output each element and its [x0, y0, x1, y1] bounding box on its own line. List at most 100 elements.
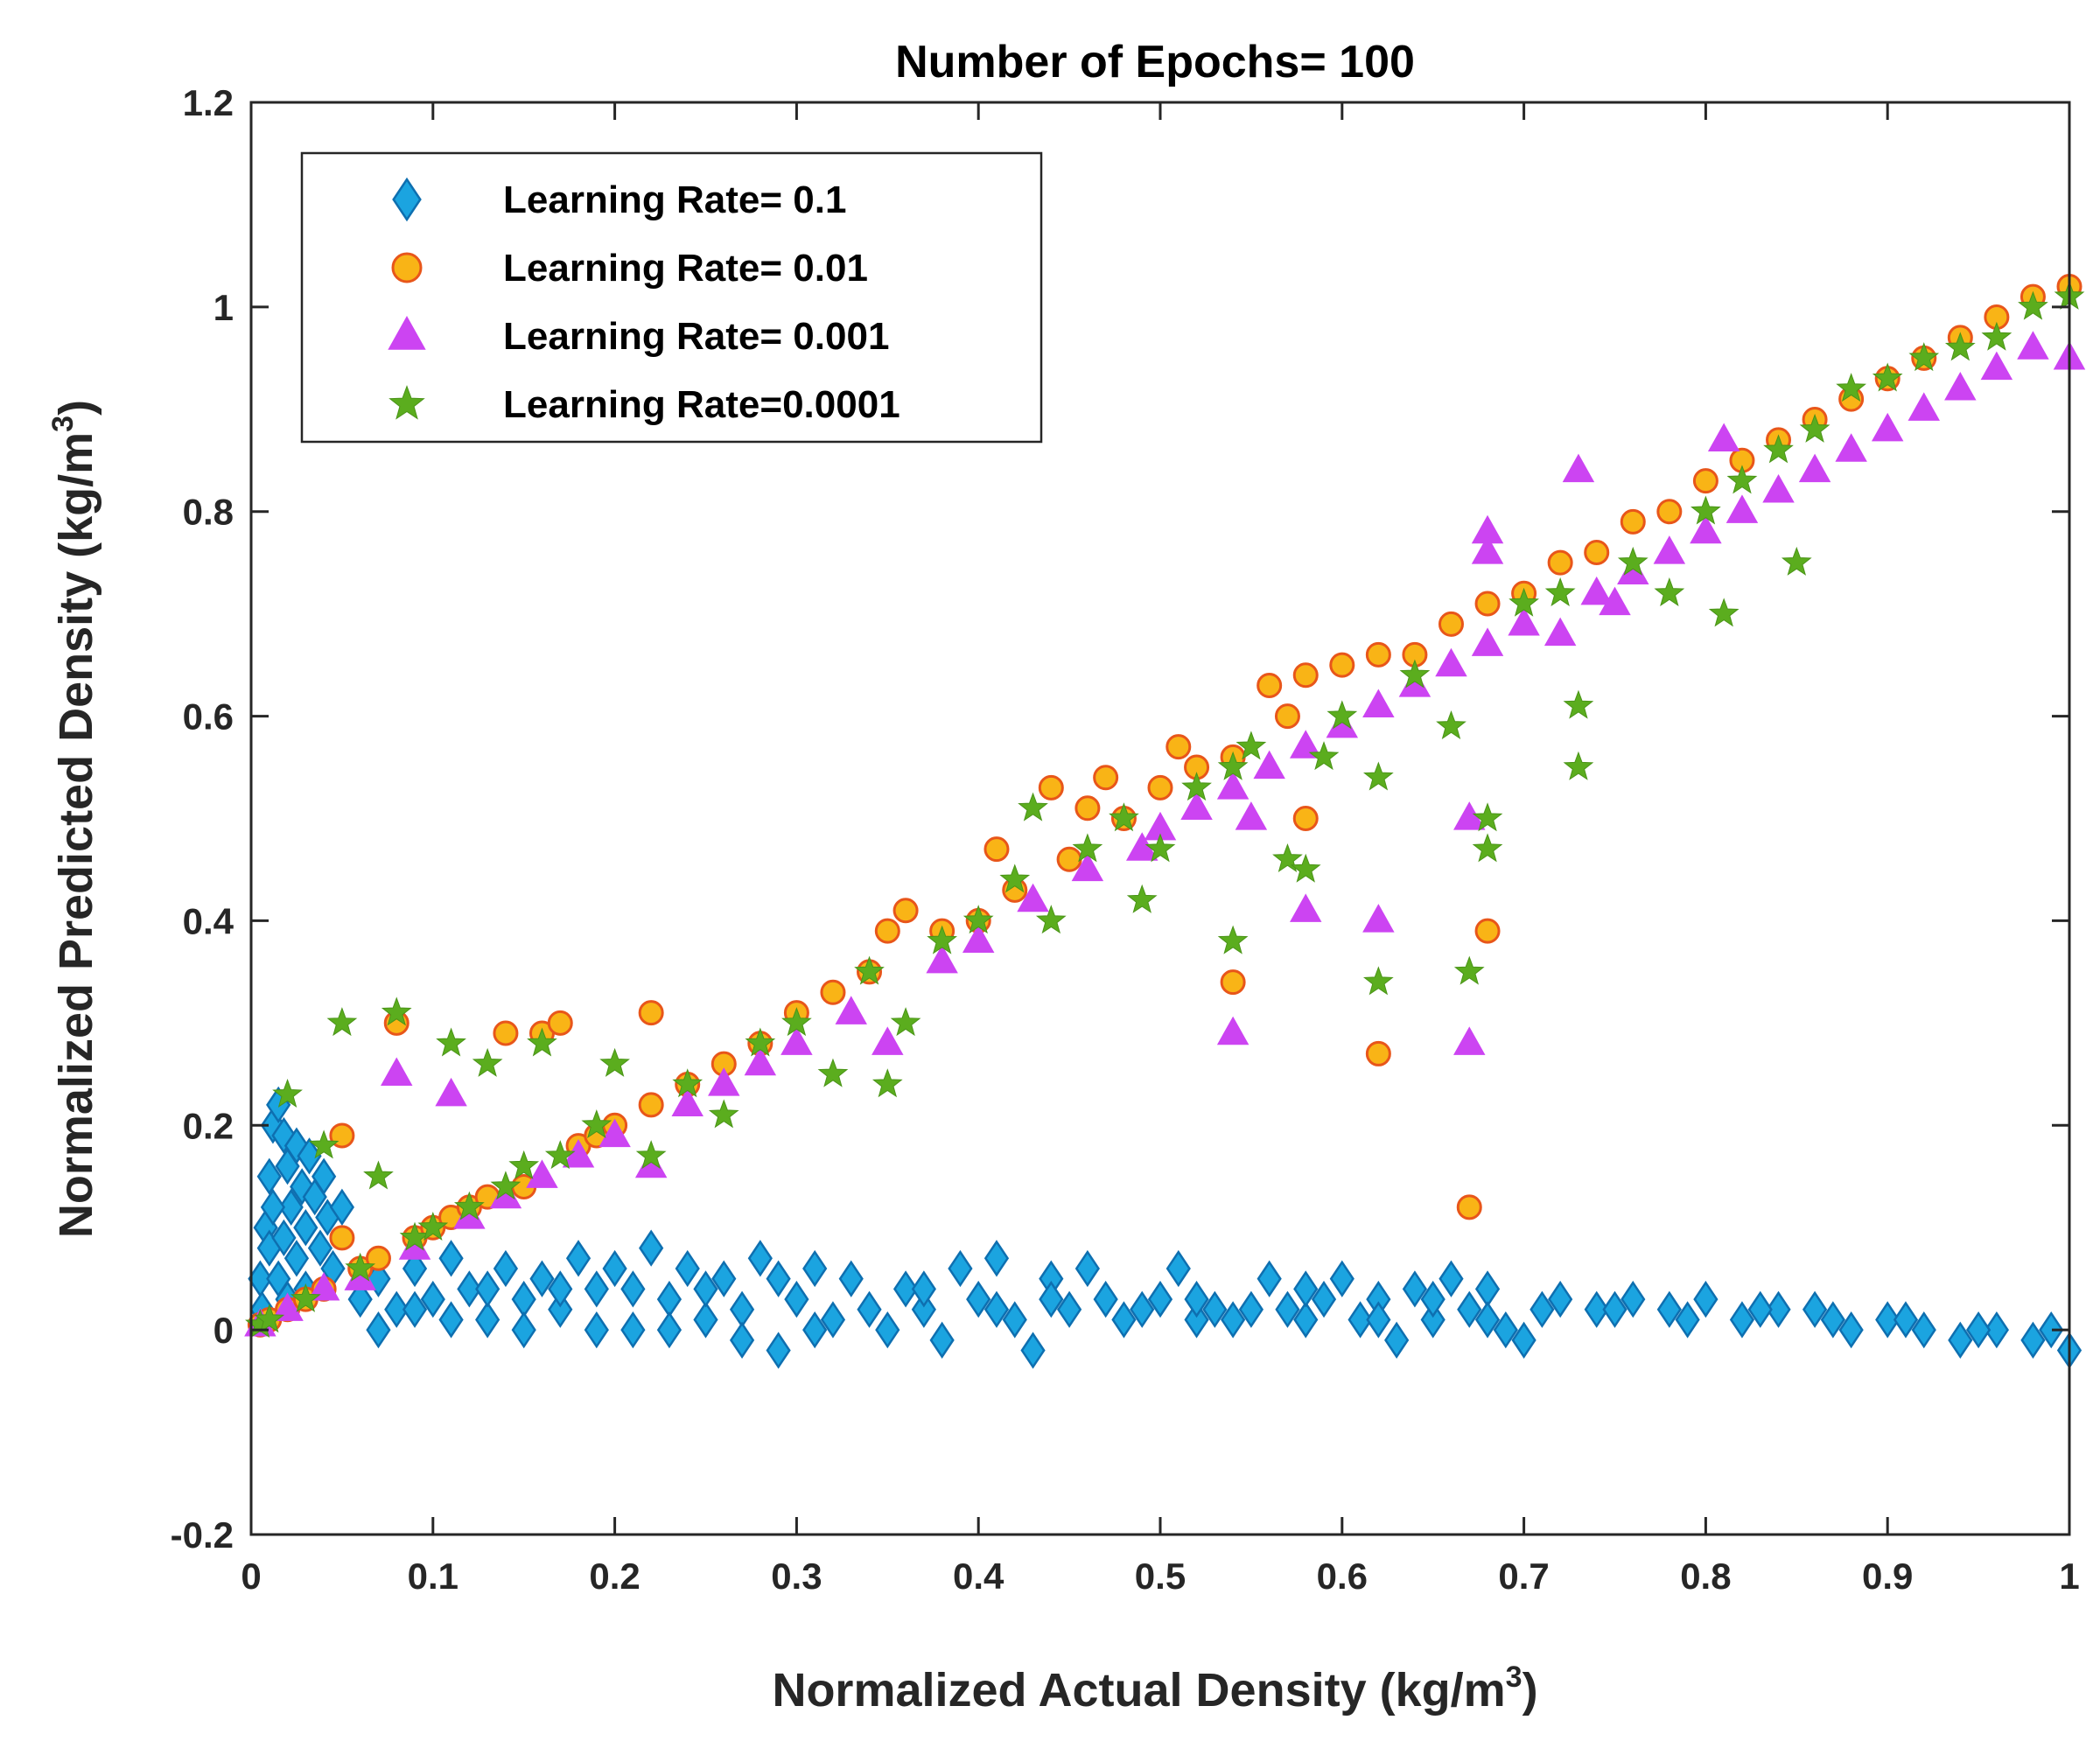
- data-point: [1453, 955, 1485, 985]
- data-point: [547, 1010, 573, 1036]
- data-point: [527, 1027, 557, 1057]
- data-point: [784, 1280, 809, 1318]
- x-tick-label: 0.3: [771, 1556, 822, 1597]
- x-tick-label: 0.7: [1498, 1556, 1549, 1597]
- data-point: [911, 1270, 936, 1308]
- data-point: [1980, 351, 2013, 381]
- data-point: [1038, 774, 1064, 801]
- data-point: [256, 1157, 282, 1195]
- data-point: [747, 1240, 773, 1277]
- y-tick-label: 0.4: [183, 900, 234, 941]
- data-point: [1202, 1290, 1228, 1328]
- data-point: [817, 1058, 849, 1087]
- data-point: [399, 1221, 430, 1251]
- data-point: [1474, 918, 1501, 944]
- data-point: [1584, 1290, 1609, 1328]
- x-axis-label: Normalized Actual Density (kg/m3): [772, 1661, 1537, 1717]
- y-axis-ticks: -0.2 0 0.2 0.4 0.6 0.8 1 1.2: [171, 82, 2069, 1556]
- y-axis-label-superscript: 3: [46, 416, 80, 432]
- data-point: [366, 1311, 391, 1349]
- data-point: [307, 1229, 333, 1267]
- x-tick-label: 0.8: [1680, 1556, 1731, 1597]
- data-point: [1018, 792, 1048, 822]
- data-point: [729, 1321, 755, 1359]
- data-point: [820, 1301, 846, 1339]
- legend-label: Learning Rate= 0.01: [503, 247, 868, 290]
- data-point: [438, 1240, 464, 1277]
- data-point: [1690, 495, 1721, 525]
- y-axis-label-text: Normalized Predicted Density (kg/m: [50, 432, 102, 1238]
- data-point: [293, 1209, 318, 1247]
- data-point: [1144, 833, 1176, 863]
- data-point: [675, 1249, 700, 1288]
- data-point: [1547, 549, 1573, 576]
- data-point: [999, 864, 1031, 893]
- data-point: [1326, 700, 1358, 730]
- data-point: [1508, 606, 1540, 636]
- data-point: [1293, 1270, 1319, 1308]
- data-point: [1362, 904, 1395, 933]
- data-point: [290, 1283, 321, 1312]
- data-point: [1147, 774, 1173, 801]
- data-point: [1944, 372, 1977, 401]
- data-point: [1074, 795, 1101, 822]
- legend-entry: Learning Rate= 0.001: [388, 315, 889, 358]
- data-point: [1493, 1311, 1518, 1349]
- data-point: [308, 1129, 340, 1159]
- data-point: [892, 898, 919, 924]
- data-point: [635, 1140, 667, 1170]
- data-point: [911, 1290, 936, 1328]
- data-point: [438, 1301, 464, 1339]
- data-point: [984, 1290, 1010, 1328]
- data-point: [1562, 453, 1595, 483]
- data-point: [874, 918, 900, 944]
- data-point: [744, 1046, 777, 1076]
- data-point: [1656, 1290, 1682, 1328]
- data-point: [1293, 1301, 1319, 1339]
- data-point: [927, 925, 957, 954]
- data-point: [2039, 1311, 2064, 1349]
- data-point: [490, 1171, 522, 1200]
- data-point: [312, 1157, 337, 1195]
- data-point: [511, 1311, 536, 1349]
- data-point: [1256, 672, 1283, 698]
- chart-title: Number of Epochs= 100: [895, 37, 1415, 87]
- data-point: [1836, 373, 1866, 402]
- data-point: [1438, 611, 1464, 637]
- data-point: [529, 1260, 555, 1297]
- data-point: [1726, 494, 1759, 523]
- data-point: [1508, 587, 1539, 617]
- data-point: [766, 1260, 791, 1297]
- data-point: [1584, 539, 1610, 565]
- data-point: [1948, 1321, 1973, 1359]
- data-point: [475, 1301, 500, 1339]
- data-marks: [244, 273, 2086, 1369]
- data-point: [402, 1290, 428, 1328]
- y-tick-label: 0: [214, 1310, 234, 1351]
- data-point: [1544, 577, 1576, 607]
- y-tick-label: 0.6: [183, 696, 234, 738]
- data-point: [1109, 802, 1139, 832]
- data-point: [962, 905, 994, 934]
- y-tick-label: -0.2: [171, 1514, 234, 1556]
- data-point: [1384, 1321, 1410, 1359]
- legend: Learning Rate= 0.1 Learning Rate= 0.01 Lea…: [300, 151, 1043, 444]
- data-point: [1620, 1280, 1646, 1318]
- x-tick-label: 0.9: [1862, 1556, 1913, 1597]
- data-point: [1216, 1016, 1250, 1045]
- data-point: [1820, 1301, 1845, 1339]
- data-point: [548, 1290, 573, 1328]
- data-point: [1181, 772, 1212, 801]
- data-point: [457, 1270, 482, 1308]
- data-point: [602, 1249, 627, 1288]
- data-point: [260, 1188, 286, 1226]
- data-point: [1726, 465, 1758, 494]
- data-point: [1872, 362, 1903, 392]
- data-point: [1329, 1260, 1354, 1297]
- data-point: [1908, 392, 1940, 421]
- data-point: [1457, 1290, 1482, 1328]
- data-point: [1217, 751, 1249, 780]
- data-point: [1693, 1280, 1718, 1318]
- data-point: [1580, 576, 1613, 605]
- data-point: [857, 1290, 882, 1328]
